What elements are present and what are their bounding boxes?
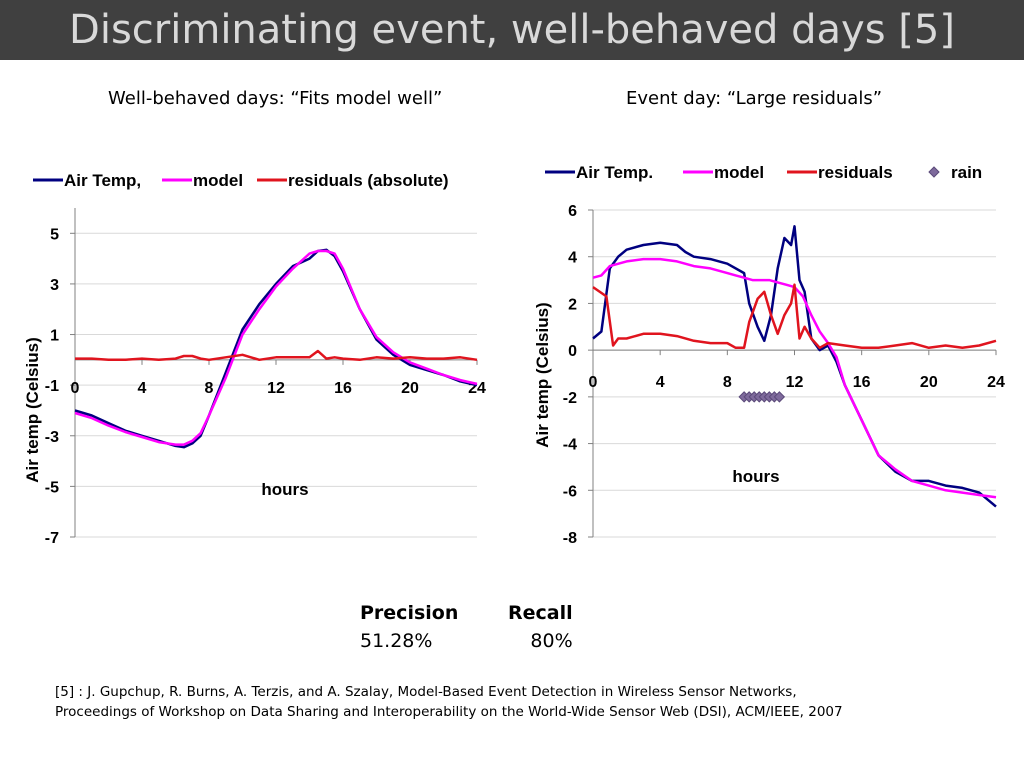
left-y-tick-label: -3 [45, 429, 59, 446]
left-legend-label: residuals (absolute) [288, 171, 449, 190]
right-series-2-line [592, 283, 997, 350]
left-y-tick-label: 5 [50, 226, 59, 243]
left-series-0-line [74, 248, 478, 449]
recall-label: Recall [508, 602, 573, 624]
right-x-tick-label: 0 [589, 374, 598, 391]
right-legend-rain-marker [928, 166, 940, 178]
right-y-tick-label: -4 [563, 437, 577, 454]
reference-line-1: [5] : J. Gupchup, R. Burns, A. Terzis, a… [55, 684, 797, 700]
recall-column: Recall 80% [508, 602, 573, 652]
right-legend-label: residuals [818, 163, 893, 182]
left-y-axis-label: Air temp (Celsius) [23, 337, 42, 482]
right-y-tick-label: 0 [568, 343, 577, 360]
reference-citation: [5] : J. Gupchup, R. Burns, A. Terzis, a… [55, 682, 955, 722]
left-series-2-line [75, 349, 478, 362]
right-x-tick-label: 12 [786, 374, 804, 391]
precision-label: Precision [360, 602, 459, 624]
left-y-tick-label: -5 [45, 479, 59, 496]
left-legend-label: Air Temp, [64, 171, 141, 190]
right-x-tick-label: 8 [723, 374, 732, 391]
recall-value: 80% [530, 630, 573, 652]
left-legend-label: model [193, 171, 243, 190]
right-series-0-line [592, 225, 997, 508]
right-y-tick-label: -6 [563, 483, 577, 500]
reference-line-2: Proceedings of Workshop on Data Sharing … [55, 704, 843, 720]
left-y-tick-label: 3 [50, 277, 59, 294]
left-chart-subtitle: Well-behaved days: “Fits model well” [108, 88, 443, 109]
left-x-tick-label: 12 [267, 380, 285, 397]
right-x-tick-label: 20 [920, 374, 938, 391]
right-x-tick-label: 16 [853, 374, 871, 391]
right-y-axis-label: Air temp (Celsius) [533, 302, 552, 447]
right-rain-marker [773, 391, 786, 403]
left-x-tick-label: 0 [71, 380, 80, 397]
right-y-tick-label: 4 [568, 250, 577, 267]
right-x-tick-label: 24 [987, 374, 1005, 391]
right-x-axis-label: hours [732, 467, 779, 486]
left-series-1-line [74, 249, 478, 446]
left-y-tick-label: 1 [50, 328, 59, 345]
right-y-tick-label: 2 [568, 296, 577, 313]
slide-title: Discriminating event, well-behaved days … [69, 7, 955, 53]
left-x-tick-label: 8 [205, 380, 214, 397]
right-legend-label: rain [951, 163, 982, 182]
right-y-tick-label: -8 [563, 530, 577, 547]
right-y-tick-label: 6 [568, 203, 577, 220]
left-y-tick-label: -7 [45, 530, 59, 547]
left-x-axis-label: hours [261, 480, 308, 499]
right-x-tick-label: 4 [656, 374, 665, 391]
right-series-1-line [592, 257, 997, 499]
left-x-tick-label: 16 [334, 380, 352, 397]
left-x-tick-label: 4 [138, 380, 147, 397]
right-chart-subtitle: Event day: “Large residuals” [626, 88, 883, 109]
precision-column: Precision 51.28% [360, 602, 458, 652]
right-y-tick-label: -2 [563, 390, 577, 407]
precision-value: 51.28% [360, 630, 433, 652]
right-legend-label: Air Temp. [576, 163, 653, 182]
right-legend-label: model [714, 163, 764, 182]
left-x-tick-label: 20 [401, 380, 419, 397]
left-y-tick-label: -1 [45, 378, 59, 395]
title-bar [0, 0, 1024, 60]
